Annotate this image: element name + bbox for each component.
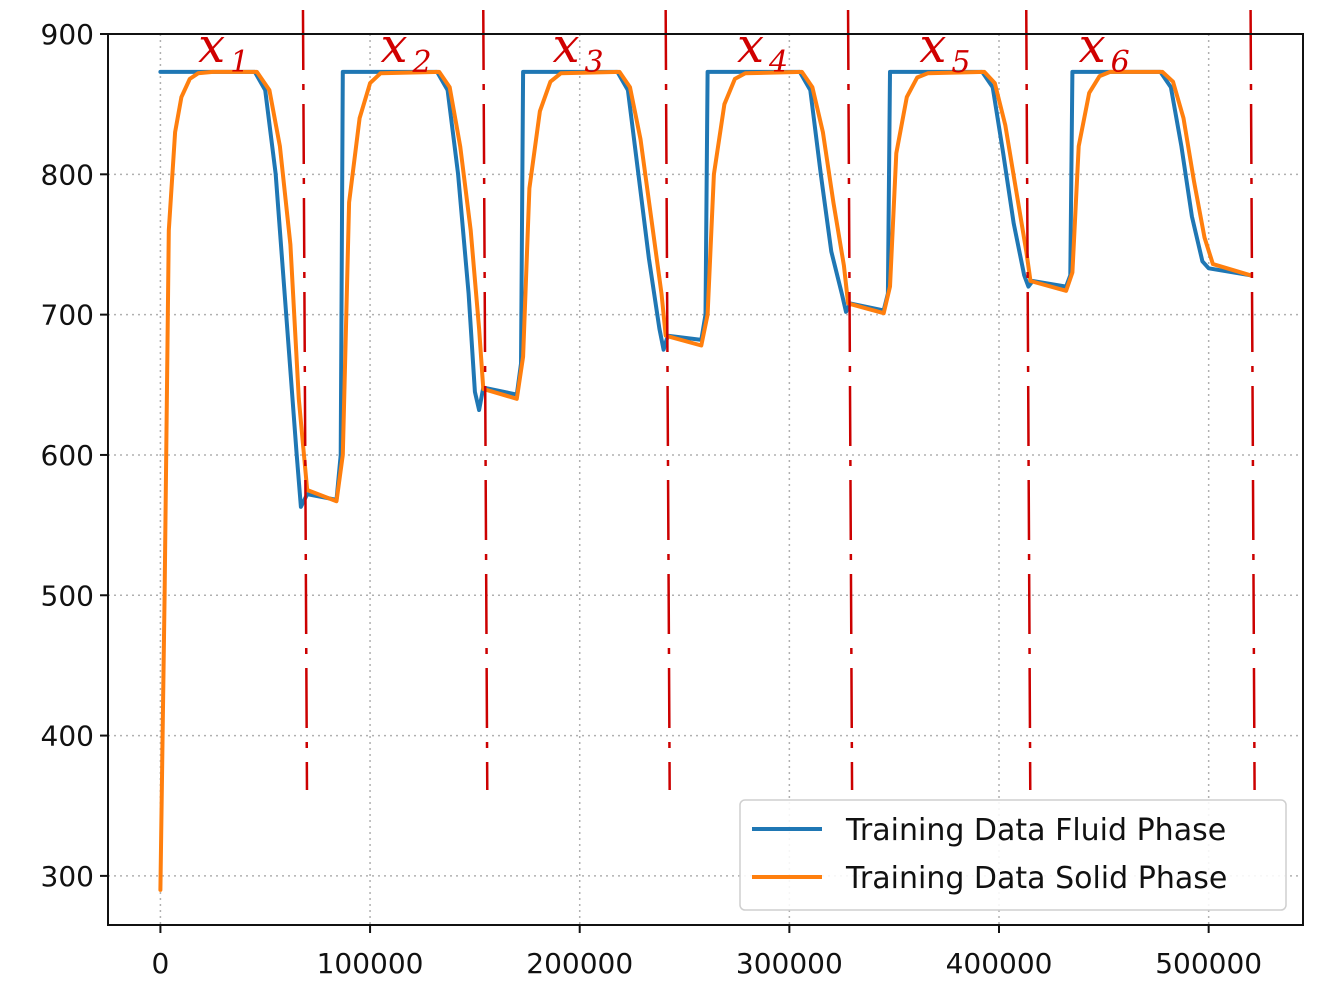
annotation-sub-2: 2 [412, 45, 432, 80]
annotation-sub-6: 6 [1111, 45, 1130, 80]
x-tick-label-0: 0 [151, 947, 169, 980]
y-tick-label-6: 900 [41, 18, 94, 51]
annotation-sub-4: 4 [768, 45, 788, 80]
y-tick-label-3: 600 [41, 439, 94, 472]
divider-line-4 [1025, 9, 1032, 791]
annotation-x5: x [919, 18, 946, 74]
y-tick-label-5: 800 [41, 158, 94, 191]
annotation-x1: x [198, 18, 225, 74]
x-tick-label-2: 200000 [526, 947, 633, 980]
y-tick-label-2: 500 [41, 579, 94, 612]
annotation-x2: x [381, 18, 408, 74]
series-line-solid-phase [158, 69, 1253, 892]
y-tick-label-0: 300 [41, 860, 94, 893]
legend: Training Data Fluid Phase Training Data … [739, 799, 1287, 911]
annotation-sub-3: 3 [584, 45, 603, 80]
annotation-x3: x [552, 18, 579, 74]
x-tick-label-1: 100000 [317, 947, 424, 980]
annotation-x4: x [737, 18, 764, 74]
annotation-sub-1: 1 [230, 45, 249, 80]
plot-frame [107, 33, 1304, 926]
x-tick-label-4: 400000 [946, 947, 1053, 980]
y-tick-label-1: 400 [41, 720, 94, 753]
x-tick-label-3: 300000 [736, 947, 843, 980]
legend-label-fluid: Training Data Fluid Phase [845, 813, 1226, 848]
legend-label-solid: Training Data Solid Phase [845, 861, 1227, 896]
divider-line-0 [301, 9, 309, 791]
series-lines [158, 69, 1253, 892]
annotation-sub-5: 5 [951, 45, 970, 80]
y-tick-label-4: 700 [41, 299, 94, 332]
divider-line-2 [664, 9, 671, 791]
axes: 0 100000 200000 300000 400000 500000 300 400 500… [41, 18, 1263, 980]
series-line-fluid-phase [158, 69, 1253, 509]
divider-line-3 [846, 9, 854, 791]
legend-box [739, 799, 1287, 911]
annotation-x6: x [1079, 18, 1106, 74]
x-tick-label-5: 500000 [1155, 947, 1262, 980]
divider-line-5 [1249, 9, 1256, 791]
divider-line-1 [482, 9, 489, 791]
